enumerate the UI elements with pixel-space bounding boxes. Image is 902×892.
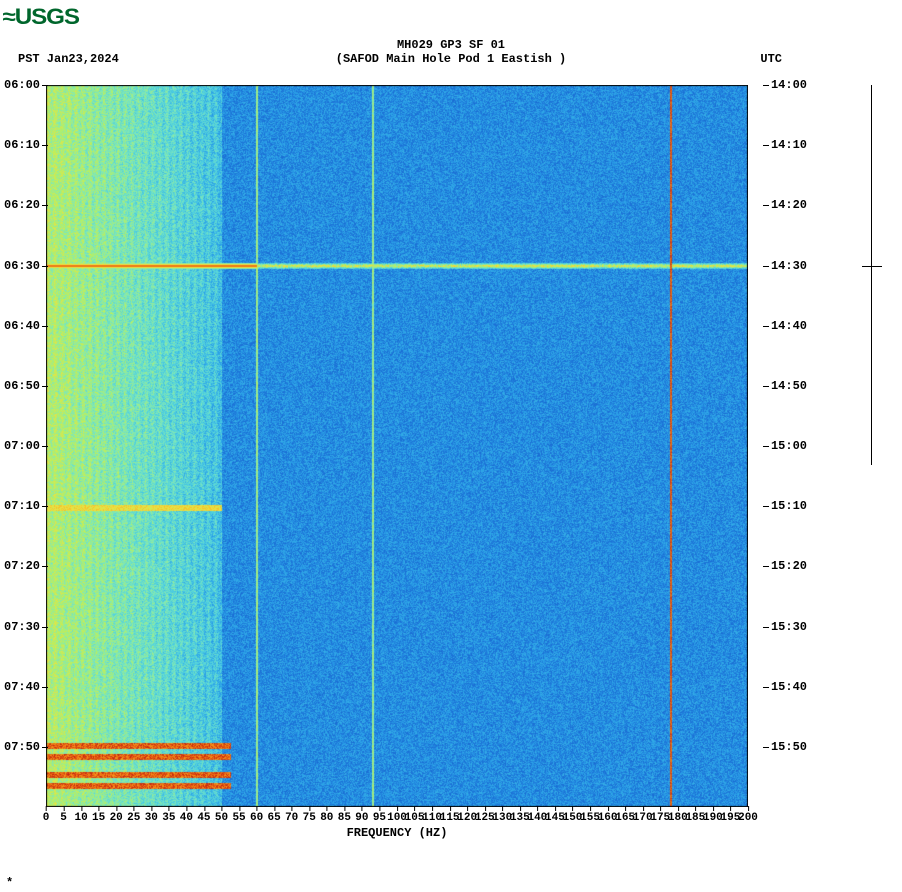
y-right-tick: 14:00: [771, 78, 807, 92]
y-right-tick: 15:30: [771, 620, 807, 634]
x-tick: 95: [373, 812, 386, 824]
x-tick: 10: [74, 812, 87, 824]
y-left-tick: 06:20: [4, 198, 40, 212]
y-left-tick: 07:30: [4, 620, 40, 634]
x-tick: 0: [43, 812, 50, 824]
y-left-tick: 06:00: [4, 78, 40, 92]
chart-title: MH029 GP3 SF 01: [0, 38, 902, 52]
y-left-tick: 07:20: [4, 559, 40, 573]
spectrogram-chart: [46, 85, 748, 807]
x-tick: 15: [92, 812, 105, 824]
y-right-tick: 15:20: [771, 559, 807, 573]
y-right-tick: 14:40: [771, 319, 807, 333]
x-tick: 90: [355, 812, 368, 824]
y-right-tick: 14:50: [771, 379, 807, 393]
reference-axis: [871, 85, 872, 465]
usgs-logo: ≈USGS: [6, 4, 75, 30]
x-tick: 65: [268, 812, 281, 824]
x-tick: 40: [180, 812, 193, 824]
x-tick: 20: [110, 812, 123, 824]
x-tick: 85: [338, 812, 351, 824]
x-tick: 60: [250, 812, 263, 824]
y-left-tick: 07:10: [4, 499, 40, 513]
y-right-tick: 15:00: [771, 439, 807, 453]
utc-label: UTC: [760, 52, 782, 66]
x-tick: 55: [232, 812, 245, 824]
x-tick: 80: [320, 812, 333, 824]
x-tick: 200: [738, 812, 758, 824]
x-tick: 75: [303, 812, 316, 824]
y-left-tick: 07:00: [4, 439, 40, 453]
footer-mark: *: [6, 876, 13, 890]
x-tick: 35: [162, 812, 175, 824]
x-axis-label: FREQUENCY (HZ): [46, 826, 748, 840]
x-tick: 5: [60, 812, 67, 824]
y-left-tick: 07:50: [4, 740, 40, 754]
x-tick: 70: [285, 812, 298, 824]
y-right-tick: 15:50: [771, 740, 807, 754]
y-right-tick: 15:10: [771, 499, 807, 513]
x-tick: 30: [145, 812, 158, 824]
y-right-tick: 14:30: [771, 259, 807, 273]
x-tick: 50: [215, 812, 228, 824]
x-tick: 25: [127, 812, 140, 824]
y-left-tick: 07:40: [4, 680, 40, 694]
y-right-tick: 15:40: [771, 680, 807, 694]
y-left-tick: 06:10: [4, 138, 40, 152]
y-right-tick: 14:10: [771, 138, 807, 152]
y-left-tick: 06:40: [4, 319, 40, 333]
reference-tick: [862, 266, 882, 267]
y-right-tick: 14:20: [771, 198, 807, 212]
x-tick: 45: [197, 812, 210, 824]
y-left-tick: 06:50: [4, 379, 40, 393]
y-left-tick: 06:30: [4, 259, 40, 273]
spectrogram-canvas: [46, 85, 748, 807]
